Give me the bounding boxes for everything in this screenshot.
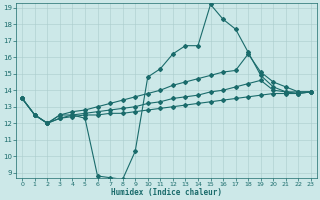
X-axis label: Humidex (Indice chaleur): Humidex (Indice chaleur) <box>111 188 222 197</box>
